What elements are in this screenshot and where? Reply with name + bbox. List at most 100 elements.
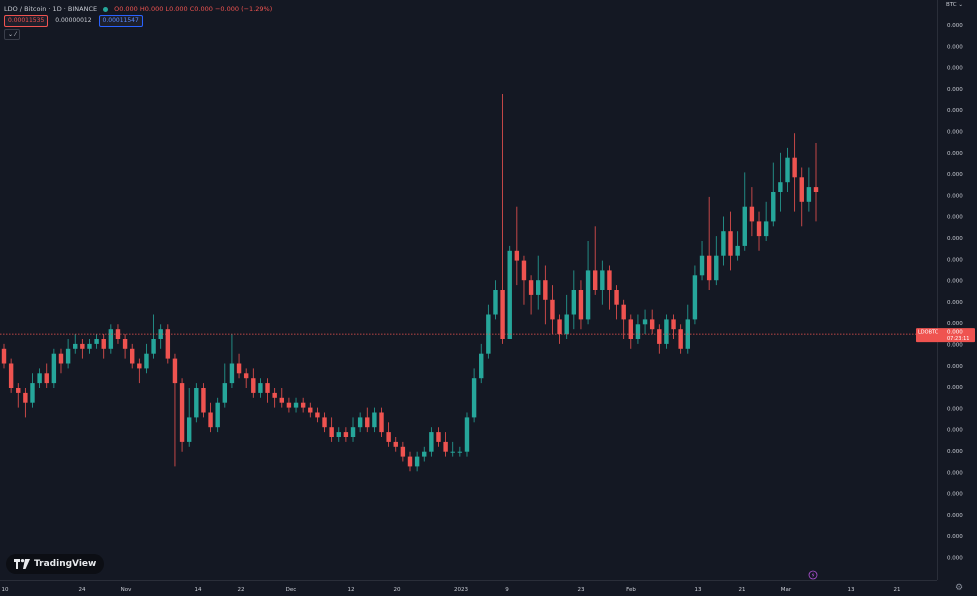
candle — [529, 275, 533, 314]
candle-body — [365, 417, 369, 427]
candle-body — [329, 427, 333, 437]
candle-body — [693, 275, 697, 319]
price-tick-label: 0.000 — [947, 513, 963, 519]
candle — [693, 266, 697, 325]
price-tick-label: 0.000 — [947, 23, 963, 29]
candle-body — [543, 280, 547, 300]
candle — [429, 427, 433, 456]
time-tick-label: 9 — [505, 587, 509, 593]
candle — [443, 432, 447, 457]
candle-body — [280, 398, 284, 403]
price-tick-label: 0.000 — [947, 364, 963, 370]
candle-body — [9, 364, 13, 389]
candle-body — [137, 364, 141, 369]
candle-body — [743, 207, 747, 246]
candle-body — [208, 413, 212, 428]
candle-body — [792, 158, 796, 178]
buy-price-button[interactable]: 0.00011547 — [99, 15, 143, 27]
candle-body — [187, 417, 191, 442]
candle-body — [451, 452, 455, 453]
candle — [386, 422, 390, 447]
candle-body — [344, 432, 348, 437]
candle-body — [757, 221, 761, 236]
price-tick-label: 0.000 — [947, 87, 963, 93]
candle-body — [151, 339, 155, 354]
candle-body — [2, 349, 6, 364]
candle-body — [536, 280, 540, 295]
price-tick-label: 0.000 — [947, 406, 963, 412]
candle-body — [700, 256, 704, 276]
candle — [372, 408, 376, 433]
candle — [144, 344, 148, 373]
candle-body — [408, 457, 412, 467]
candle-body — [800, 177, 804, 202]
candle — [16, 383, 20, 408]
candle — [301, 398, 305, 413]
economic-event-icon[interactable] — [809, 571, 817, 579]
candle — [308, 403, 312, 418]
candle — [394, 437, 398, 452]
candlestick-chart[interactable] — [0, 0, 937, 580]
candle-body — [750, 207, 754, 222]
candle — [700, 241, 704, 280]
candle-body — [415, 457, 419, 467]
candle — [771, 163, 775, 227]
candle-body — [479, 354, 483, 379]
candle-body — [94, 339, 98, 344]
candle-body — [728, 231, 732, 256]
tradingview-logo-text: TradingView — [34, 559, 96, 569]
candle — [721, 217, 725, 266]
candle-body — [80, 344, 84, 349]
candle-body — [557, 319, 561, 334]
candle-body — [308, 408, 312, 413]
candle-body — [714, 256, 718, 281]
candle-body — [16, 388, 20, 393]
candle — [792, 133, 796, 211]
candle-body — [707, 256, 711, 281]
price-tick-label: 0.000 — [947, 321, 963, 327]
candle-body — [629, 319, 633, 339]
time-tick-label: 21 — [894, 587, 901, 593]
candle — [593, 226, 597, 295]
candle-body — [522, 261, 526, 281]
candle-body — [807, 187, 811, 202]
candle — [614, 285, 618, 319]
candle-body — [265, 383, 269, 393]
tradingview-logo[interactable]: TradingView — [6, 554, 104, 574]
settings-gear-icon[interactable]: ⚙ — [955, 583, 963, 593]
candle-body — [771, 192, 775, 221]
price-tick-label: 0.000 — [947, 534, 963, 540]
candle — [37, 368, 41, 388]
sell-price-button[interactable]: 0.00011535 — [4, 15, 48, 27]
price-tick-label: 0.000 — [947, 385, 963, 391]
time-tick-label: Mar — [781, 587, 792, 593]
spread-value: 0.00000012 — [52, 16, 94, 26]
candle-body — [123, 339, 127, 349]
candle — [180, 378, 184, 452]
candle — [230, 334, 234, 388]
candle — [586, 241, 590, 324]
legend-symbol-row: LDO / Bitcoin · 1D · BINANCE O0.000 H0.0… — [4, 3, 272, 15]
candle — [23, 388, 27, 417]
candle-body — [379, 413, 383, 433]
candle — [465, 413, 469, 457]
candle — [102, 334, 106, 359]
candle — [201, 383, 205, 417]
candle — [814, 143, 818, 221]
candle-body — [109, 329, 113, 349]
candle — [785, 148, 789, 192]
candle-body — [586, 270, 590, 319]
candle — [451, 442, 455, 457]
legend-symbol[interactable]: LDO / Bitcoin · 1D · BINANCE — [4, 3, 97, 15]
candle-body — [493, 290, 497, 315]
candle — [807, 168, 811, 212]
candle-body — [650, 319, 654, 329]
candle-body — [294, 403, 298, 408]
candle — [73, 334, 77, 354]
legend-collapse-button[interactable]: ⌄ ⁄ — [4, 29, 20, 40]
price-tick-label: 0.000 — [947, 279, 963, 285]
price-tick-label: 0.000 — [947, 44, 963, 50]
time-tick-label: 21 — [739, 587, 746, 593]
candle — [678, 324, 682, 353]
candle — [607, 266, 611, 310]
